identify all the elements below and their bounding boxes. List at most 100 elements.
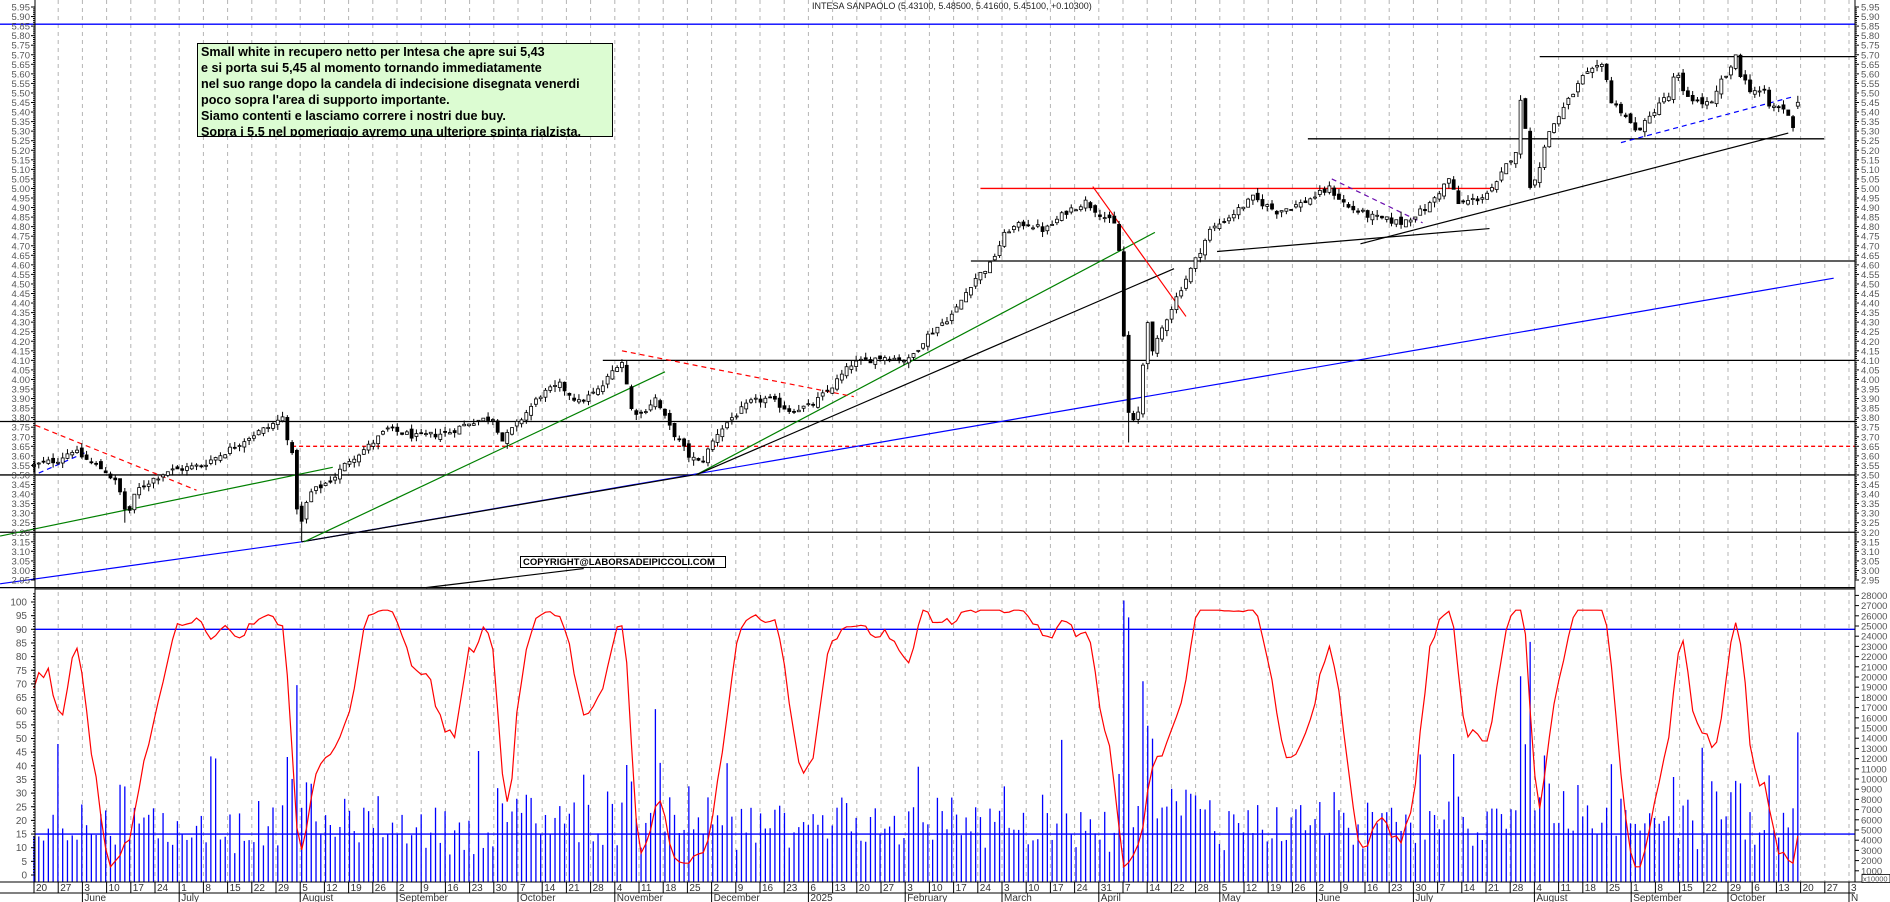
x-tick-label: 7 [520, 883, 526, 894]
candle-white [749, 399, 753, 403]
volume-axis-label: 7000 [1861, 805, 1882, 816]
candle-white [1599, 63, 1604, 67]
x-tick-label: 10 [109, 883, 121, 894]
x-tick-label: 29 [1730, 883, 1742, 894]
trendline [621, 350, 854, 398]
candle-black [1614, 103, 1619, 106]
volume-axis-label: 15000 [1861, 724, 1887, 735]
price-axis-label: 4.95 [12, 194, 31, 205]
candle-white [992, 255, 997, 261]
osc-axis-label: 100 [10, 598, 27, 609]
candle-white [935, 326, 940, 334]
candle-white [1360, 209, 1365, 212]
candle-black [400, 432, 404, 435]
candle-black [1604, 63, 1609, 80]
candle-white [1556, 116, 1561, 125]
price-axis-label: 3.95 [12, 385, 31, 396]
candle-white [357, 454, 361, 463]
volume-axis-label: 24000 [1861, 632, 1887, 643]
candle-white [553, 385, 557, 387]
price-axis-label: 5.80 [12, 31, 31, 42]
candle-white [1198, 253, 1203, 258]
candle-black [1399, 216, 1403, 225]
candle-white [911, 353, 916, 358]
x-tick-label: 3 [84, 883, 90, 894]
candle-white [1547, 131, 1552, 148]
candle-white [476, 419, 481, 422]
candle-white [1227, 217, 1231, 222]
price-axis-label: 5.95 [1861, 3, 1880, 14]
price-axis-label: 3.25 [12, 518, 31, 529]
candle-white [753, 397, 758, 400]
candle-white [902, 360, 906, 363]
x-tick-label: 6 [1754, 883, 1760, 894]
candle-white [189, 465, 194, 470]
candle-white [620, 362, 624, 369]
candle-black [1523, 98, 1528, 129]
price-axis-label: 4.00 [1861, 375, 1880, 386]
month-label: September [399, 893, 449, 902]
price-axis-label: 4.10 [1861, 356, 1880, 367]
candle-white [949, 313, 954, 321]
candle-white [653, 397, 658, 408]
candle-white [1757, 90, 1762, 93]
x-tick-label: 16 [447, 883, 459, 894]
candle-black [624, 364, 629, 385]
candle-black [452, 430, 457, 434]
volume-multiplier-label: x10000 [1863, 875, 1888, 884]
x-tick-label: 17 [1052, 883, 1064, 894]
candle-white [925, 333, 930, 347]
osc-axis-label: 10 [16, 843, 28, 854]
month-label: December [714, 893, 761, 902]
candle-white [366, 443, 371, 451]
trendline [695, 231, 1156, 476]
candle-black [878, 355, 882, 360]
candle-black [1638, 127, 1642, 131]
price-axis-label: 3.25 [1861, 518, 1880, 529]
candle-black [290, 442, 295, 454]
candle-white [1552, 123, 1556, 133]
candle-white [983, 271, 988, 274]
candle-white [1518, 99, 1523, 155]
candle-black [1322, 188, 1327, 193]
candle-black [1121, 251, 1126, 337]
candle-black [1112, 215, 1117, 224]
x-tick-label: 9 [1343, 883, 1349, 894]
candle-white [1408, 219, 1413, 223]
trendline [0, 541, 302, 585]
candle-black [887, 358, 892, 362]
candle-black [1681, 72, 1685, 92]
candle-white [218, 455, 223, 461]
volume-axis-label: 18000 [1861, 693, 1887, 704]
price-axis-label: 5.85 [12, 22, 31, 33]
x-tick-label: 4 [1536, 883, 1542, 894]
candle-white [1657, 102, 1662, 115]
candle-black [863, 357, 868, 360]
annotation-line: poco sopra l'area di supporto importante… [201, 93, 450, 107]
candle-black [1107, 214, 1112, 219]
candle-white [835, 378, 839, 390]
candle-black [1690, 95, 1695, 102]
candle-black [1767, 89, 1772, 107]
candle-white [1136, 411, 1141, 420]
candle-white [505, 432, 510, 444]
candle-black [1117, 224, 1121, 251]
candle-white [65, 453, 70, 459]
x-tick-label: 17 [133, 883, 145, 894]
price-axis-label: 3.05 [1861, 556, 1880, 567]
month-label: June [84, 893, 106, 902]
x-tick-label: 1 [1633, 883, 1639, 894]
candle-white [185, 466, 189, 471]
candle-white [710, 440, 715, 450]
candle-black [1021, 221, 1026, 227]
candle-white [347, 460, 352, 465]
volume-axis-label: 3000 [1861, 846, 1882, 857]
candle-white [1494, 181, 1499, 190]
candle-black [419, 432, 424, 435]
price-axis-label: 3.20 [12, 528, 31, 539]
x-tick-label: 29 [278, 883, 290, 894]
candle-white [557, 381, 562, 388]
price-axis-label: 4.10 [12, 356, 31, 367]
candle-white [1016, 222, 1021, 228]
candle-black [787, 408, 792, 412]
